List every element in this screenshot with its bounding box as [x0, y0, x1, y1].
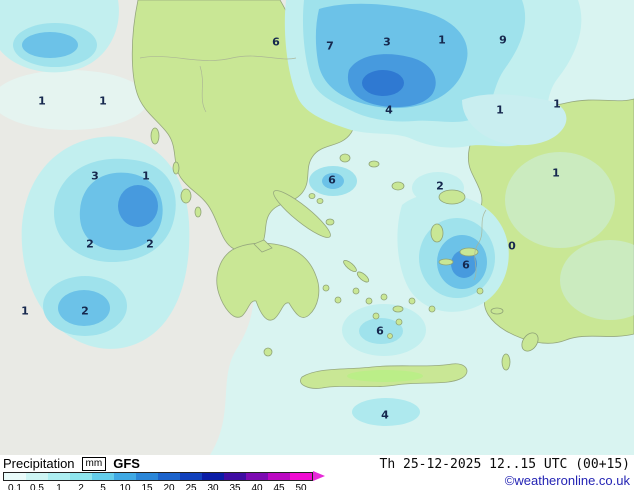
scale-label: 25 — [185, 482, 197, 490]
legend-bar: Precipitation mm GFS 0.1 0.5 1 2 5 10 15 20 25 30… — [0, 455, 634, 490]
land-isthmus — [253, 239, 273, 253]
scale-segment: 40 — [246, 472, 268, 490]
legend-unit: mm — [81, 456, 107, 471]
scale-label: 45 — [273, 482, 285, 490]
scale-segment: 15 — [136, 472, 158, 490]
scale-segment: 25 — [180, 472, 202, 490]
color-scale: 0.1 0.5 1 2 5 10 15 20 25 30 35 40 45 50 — [3, 471, 313, 490]
precip-west — [21, 136, 190, 349]
land-peloponnese — [216, 242, 320, 321]
map-canvas — [0, 0, 634, 455]
scale-segment: 20 — [158, 472, 180, 490]
precip-topleft — [0, 0, 119, 73]
scale-label: 30 — [207, 482, 219, 490]
scale-segment: 0.1 — [4, 472, 26, 490]
scale-label: 50 — [295, 482, 307, 490]
scale-segment: 2 — [70, 472, 92, 490]
scale-label: 2 — [78, 482, 84, 490]
scale-label: 0.5 — [30, 482, 44, 490]
border-lines — [139, 55, 487, 281]
scale-label: 20 — [163, 482, 175, 490]
scale-segment: 0.5 — [26, 472, 48, 490]
scale-segment: 1 — [48, 472, 70, 490]
scale-label: 5 — [100, 482, 106, 490]
copyright-link[interactable]: ©weatheronline.co.uk — [504, 473, 630, 488]
islands-layer — [150, 127, 539, 371]
scale-arrow-icon — [313, 471, 325, 481]
legend-model: GFS — [113, 456, 140, 471]
scale-label: 15 — [141, 482, 153, 490]
scale-segment: 45 — [268, 472, 290, 490]
legend-line: Precipitation mm GFS — [3, 456, 140, 471]
scale-label: 1 — [56, 482, 62, 490]
precip-turkey-wash — [505, 152, 634, 320]
scale-segment: 50 — [290, 472, 312, 490]
scale-segment: 10 — [114, 472, 136, 490]
legend-title: Precipitation — [3, 456, 75, 471]
scale-segment: 5 — [92, 472, 114, 490]
scale-label: 0.1 — [8, 482, 22, 490]
scale-label: 10 — [119, 482, 131, 490]
land-euboea — [273, 190, 331, 238]
scale-segment: 35 — [224, 472, 246, 490]
precip-marmara — [462, 94, 567, 146]
scale-label: 40 — [251, 482, 263, 490]
crete-green-streak — [347, 370, 423, 382]
scale-label: 35 — [229, 482, 241, 490]
scale-segment: 30 — [202, 472, 224, 490]
timestamp: Th 25-12-2025 12..15 UTC (00+15) — [379, 457, 630, 472]
color-scale-wrap: 0.1 0.5 1 2 5 10 15 20 25 30 35 40 45 50 — [3, 471, 325, 490]
